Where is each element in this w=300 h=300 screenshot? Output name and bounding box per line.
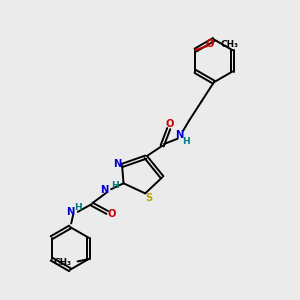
Text: CH₃: CH₃ <box>54 258 72 267</box>
Text: O: O <box>107 209 116 219</box>
Text: H: H <box>182 137 190 146</box>
Text: O: O <box>206 40 214 50</box>
Text: N: N <box>100 184 109 194</box>
Text: H: H <box>74 202 82 211</box>
Text: CH₃: CH₃ <box>221 40 239 49</box>
Text: N: N <box>66 207 75 217</box>
Text: N: N <box>175 130 184 140</box>
Text: S: S <box>145 193 152 202</box>
Text: N: N <box>113 159 121 169</box>
Text: O: O <box>166 119 175 129</box>
Text: H: H <box>111 181 119 190</box>
